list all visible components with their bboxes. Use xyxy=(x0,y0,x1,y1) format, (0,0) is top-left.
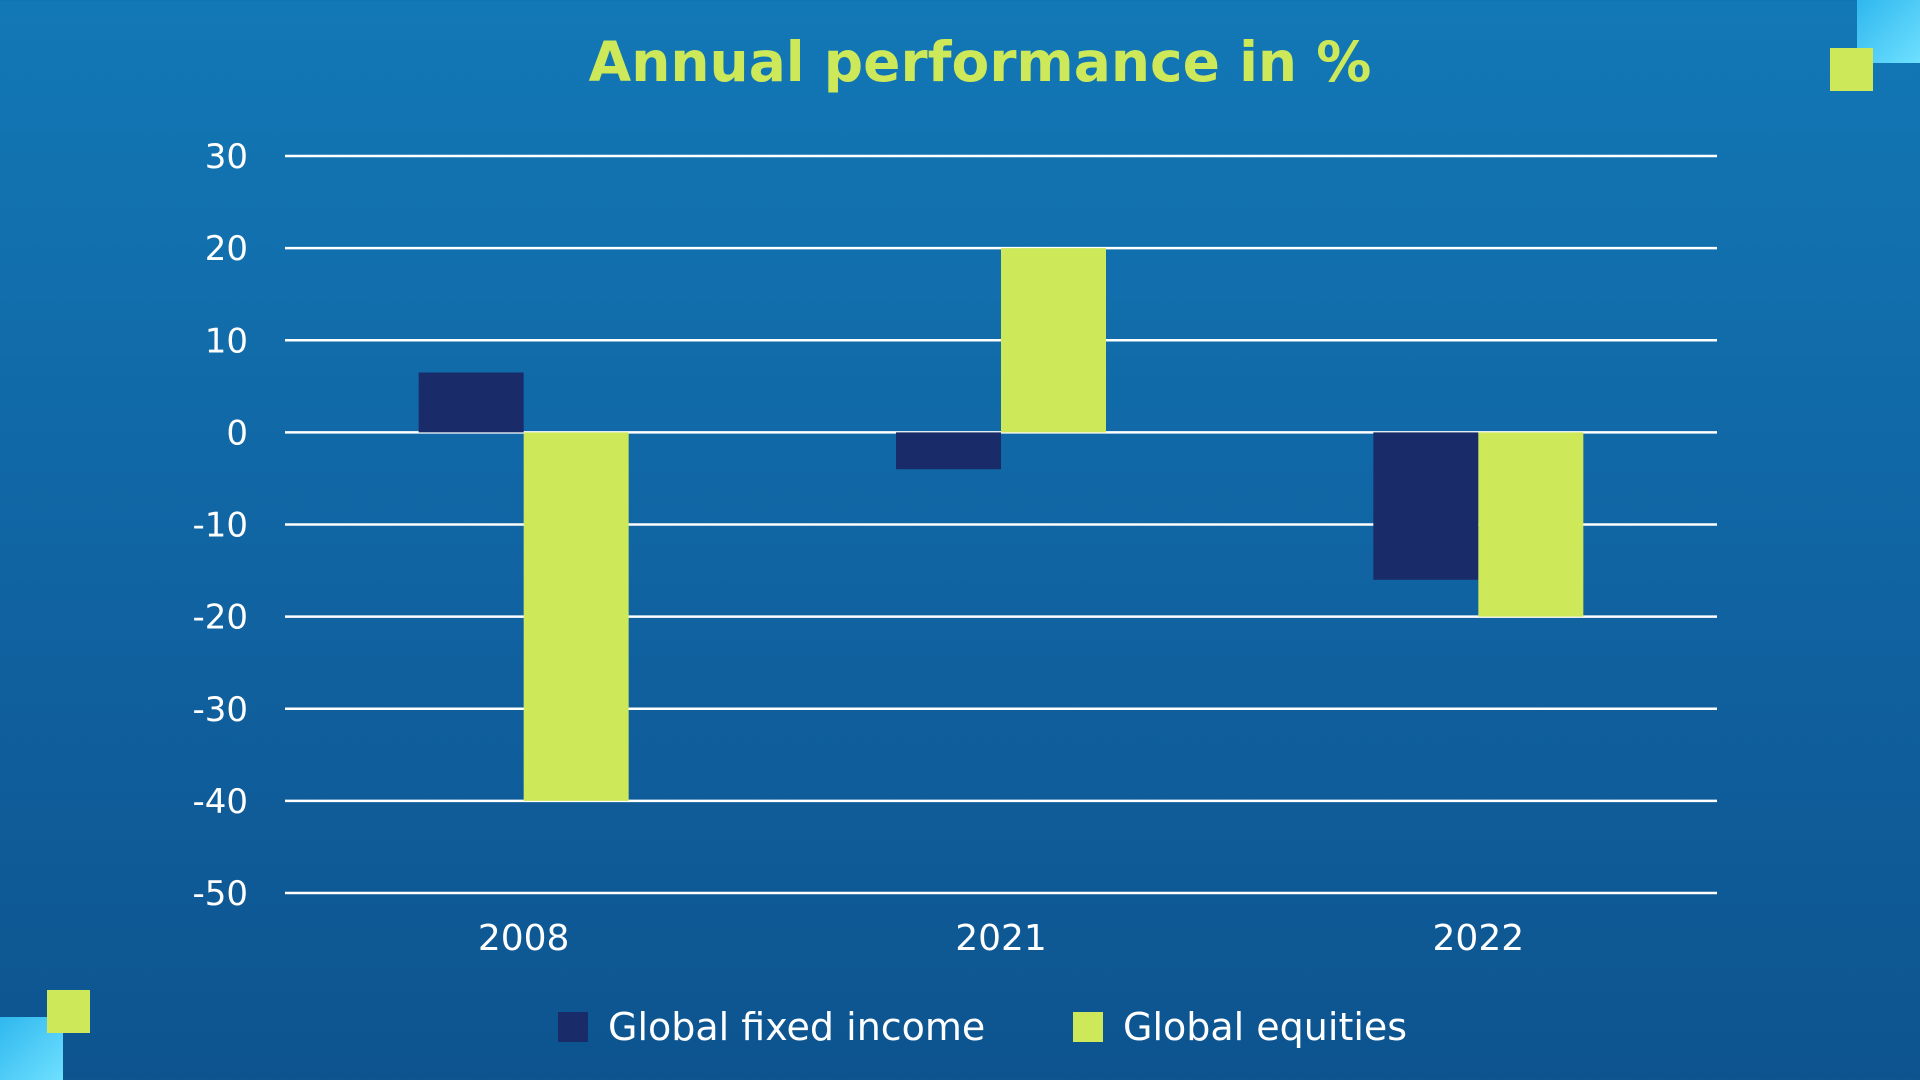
y-tick-label: 20 xyxy=(205,229,248,269)
y-tick-label: -30 xyxy=(192,690,248,730)
corner-decoration-top-right-lime xyxy=(1830,48,1873,91)
x-tick-label: 2008 xyxy=(478,918,570,959)
bar-global-fixed-income-2021 xyxy=(896,432,1001,470)
y-tick-label: -40 xyxy=(192,782,248,822)
y-tick-label: 0 xyxy=(226,413,248,453)
bar-global-equities-2021 xyxy=(1001,248,1106,433)
legend-item-global-fixed-income: Global fixed income xyxy=(558,1005,985,1049)
y-tick-label: -10 xyxy=(192,506,248,546)
y-tick-label: -50 xyxy=(192,874,248,914)
x-tick-label: 2021 xyxy=(955,918,1047,959)
bar-global-fixed-income-2008 xyxy=(418,372,524,433)
corner-decoration-bottom-left-lime xyxy=(47,990,90,1033)
y-tick-label: -20 xyxy=(192,598,248,638)
legend-swatch-global-equities xyxy=(1073,1012,1103,1042)
legend-swatch-global-fixed-income xyxy=(558,1012,588,1042)
y-tick-label: 30 xyxy=(205,137,248,177)
bar-global-equities-2022 xyxy=(1478,432,1584,617)
y-tick-label: 10 xyxy=(205,321,248,361)
legend-label-global-fixed-income: Global fixed income xyxy=(608,1005,986,1049)
chart-title: Annual performance in % xyxy=(588,30,1372,94)
bar-global-fixed-income-2022 xyxy=(1373,432,1479,580)
legend-item-global-equities: Global equities xyxy=(1073,1005,1407,1049)
legend-label-global-equities: Global equities xyxy=(1123,1005,1408,1049)
legend: Global fixed income Global equities xyxy=(0,1005,1920,1055)
bar-global-equities-2008 xyxy=(523,432,629,801)
x-tick-label: 2022 xyxy=(1433,918,1525,959)
